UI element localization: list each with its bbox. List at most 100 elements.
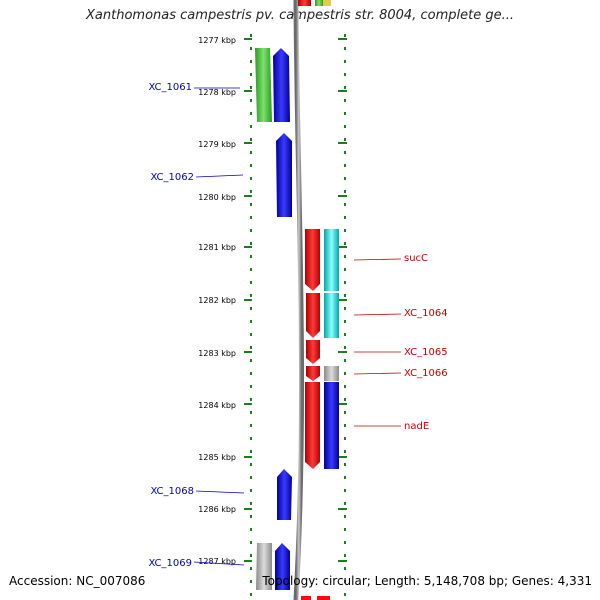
ruler-dot (344, 424, 346, 427)
ruler-dot (344, 463, 346, 466)
ruler-dot (344, 47, 346, 50)
ruler-dot (250, 554, 252, 557)
ruler-dot (344, 567, 346, 570)
gene-label-xc-1062[interactable]: XC_1062 (150, 172, 194, 183)
ruler-dot (344, 229, 346, 232)
ruler-dot (344, 372, 346, 375)
ruler-dot (250, 476, 252, 479)
gene-xc-1062[interactable] (276, 133, 292, 217)
ruler-dot (250, 502, 252, 505)
gene-xc-1061-green[interactable] (255, 48, 272, 122)
tick-label: 1279 kbp (198, 140, 236, 149)
gene-label-xc-1061[interactable]: XC_1061 (148, 82, 192, 93)
gene-bottom-red[interactable] (301, 596, 330, 600)
gene-xc-1068[interactable] (277, 469, 292, 520)
ruler-major-tick (338, 38, 347, 40)
ruler-major-tick (244, 456, 252, 458)
ruler-major-tick (244, 560, 252, 562)
ruler-dot (344, 294, 346, 297)
gene-succ-red[interactable] (305, 229, 320, 291)
ruler-dot (250, 47, 252, 50)
ruler-dot (250, 268, 252, 271)
ruler-major-tick (244, 351, 252, 353)
ruler-dot (344, 99, 346, 102)
ruler-dot (344, 242, 346, 245)
right-label-group: sucC XC_1064 XC_1065 XC_1066 nadE (353, 253, 448, 432)
tick-label: 1282 kbp (198, 296, 236, 305)
ruler-dot (344, 385, 346, 388)
ruler-dot (344, 268, 346, 271)
tick-label: 1281 kbp (198, 243, 236, 252)
gene-label-xc-1066[interactable]: XC_1066 (404, 368, 448, 379)
ruler-dot (250, 437, 252, 440)
ruler-major-tick (338, 246, 347, 248)
tick-label: 1277 kbp (198, 36, 236, 45)
ruler-dot (250, 528, 252, 531)
ruler-dot (250, 359, 252, 362)
ruler-major-tick (244, 38, 252, 40)
ruler-major-tick (338, 195, 347, 197)
ruler-dot (250, 112, 252, 115)
ruler-dot (250, 190, 252, 193)
ruler-major-tick (244, 195, 252, 197)
map-title: Xanthomonas campestris pv. campestris st… (86, 8, 514, 23)
ruler-dot (344, 34, 346, 37)
gene-xc-1066-red[interactable] (306, 366, 320, 381)
ruler-dot (344, 164, 346, 167)
ruler-dot (250, 593, 252, 596)
gene-label-succ[interactable]: sucC (404, 253, 428, 264)
gene-label-xc-1064[interactable]: XC_1064 (404, 308, 448, 319)
ruler-dot (344, 554, 346, 557)
ruler-major-tick (338, 456, 347, 458)
ruler-dot (250, 151, 252, 154)
ruler-dot (344, 398, 346, 401)
gene-succ-cyan[interactable] (324, 229, 339, 291)
ruler-dot (344, 125, 346, 128)
tick-label: 1286 kbp (198, 505, 236, 514)
gene-xc-1064-red[interactable] (306, 293, 320, 338)
ruler-dot (344, 190, 346, 193)
gene-label-xc-1069[interactable]: XC_1069 (148, 558, 192, 569)
tick-label: 1283 kbp (198, 349, 236, 358)
ruler-dot (344, 151, 346, 154)
ruler-dot (250, 541, 252, 544)
gene-xc-1065[interactable] (306, 340, 320, 364)
ruler-dot (250, 60, 252, 63)
gene-nade-blue[interactable] (324, 382, 339, 469)
gene-xc-1064-cyan[interactable] (324, 293, 339, 338)
tick-label: 1285 kbp (198, 453, 236, 462)
ruler-dot (344, 593, 346, 596)
gene-top-multicolor[interactable] (315, 0, 331, 6)
gene-label-xc-1065[interactable]: XC_1065 (404, 347, 448, 358)
tick-label: 1287 kbp (198, 557, 236, 566)
ruler-dot (344, 320, 346, 323)
gene-nade-red[interactable] (305, 382, 320, 469)
gene-top-red[interactable] (298, 0, 311, 6)
ruler-dot (250, 515, 252, 518)
ruler-dot (344, 281, 346, 284)
tick-label: 1280 kbp (198, 193, 236, 202)
ruler-dot (250, 73, 252, 76)
ruler-dot (250, 385, 252, 388)
ruler-major-tick (338, 90, 347, 92)
ruler-dot (250, 164, 252, 167)
ruler-major-tick (244, 403, 252, 405)
ruler-dot (344, 216, 346, 219)
accession-text: Accession: NC_007086 (9, 574, 146, 588)
ruler-dot (250, 34, 252, 37)
ruler-dot (250, 333, 252, 336)
ruler-dot (344, 528, 346, 531)
gene-xc-1061-blue[interactable] (273, 48, 290, 122)
gene-xc-1066-gray[interactable] (324, 366, 339, 381)
gene-xc-1069-gray[interactable] (256, 543, 272, 590)
ruler-dot (250, 398, 252, 401)
ruler-dot (250, 489, 252, 492)
gene-label-xc-1068[interactable]: XC_1068 (150, 486, 194, 497)
ruler-dot (344, 203, 346, 206)
ruler-dot (250, 281, 252, 284)
gene-xc-1069-blue[interactable] (275, 543, 290, 590)
ruler-major-tick (244, 508, 252, 510)
gene-label-nade[interactable]: nadE (404, 421, 429, 432)
ruler-dot (250, 242, 252, 245)
